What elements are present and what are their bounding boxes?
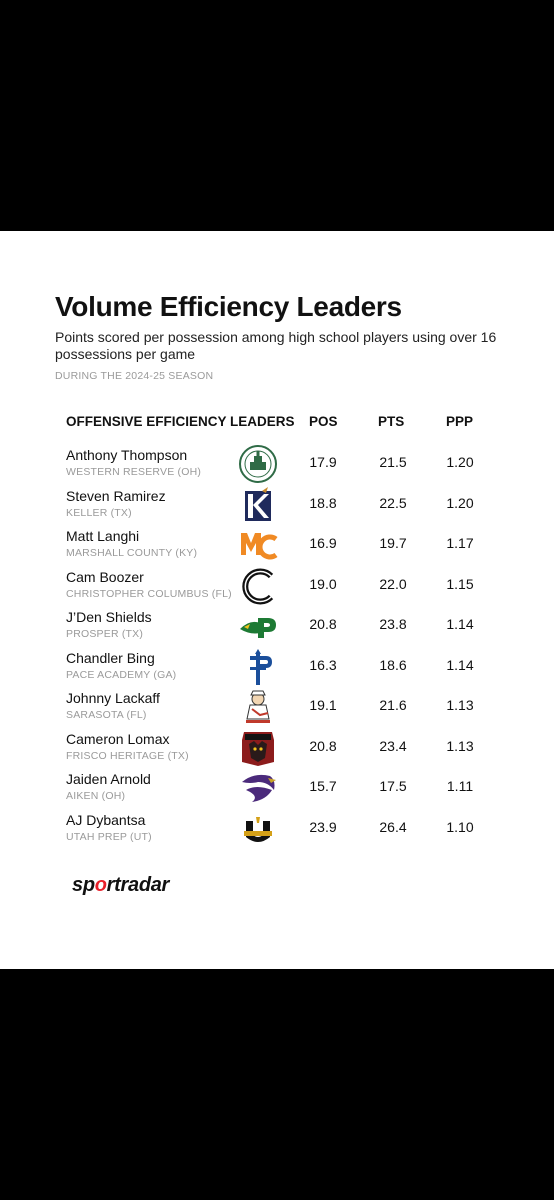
pos-value: 19.0	[309, 575, 337, 592]
sarasota-sailor-icon	[246, 690, 270, 723]
player-name: Steven Ramirez	[66, 487, 166, 504]
player-name: AJ Dybantsa	[66, 811, 146, 828]
column-header-pts: PTS	[378, 414, 405, 429]
school-name: PROSPER (TX)	[66, 628, 144, 640]
table-row: AJ Dybantsa UTAH PREP (UT) 23.9 26.4 1.10	[0, 808, 554, 848]
ppp-value: 1.13	[446, 737, 474, 754]
player-name: Anthony Thompson	[66, 447, 188, 463]
table-row: Johnny Lackaff SARASOTA (FL) 19.1 21.6 1.13	[0, 686, 554, 726]
sportradar-logo: sportradar	[72, 874, 170, 896]
player-name: Johnny Lackaff	[66, 690, 160, 706]
table-row: Cameron Lomax FRISCO HERITAGE (TX) 20.8 23.…	[0, 727, 554, 767]
pts-value: 19.7	[379, 535, 407, 551]
player-name: Jaiden Arnold	[66, 771, 151, 787]
ppp-value: 1.14	[446, 616, 474, 632]
table-row: Jaiden Arnold AIKEN (OH) 15.7 17.5 1.11	[0, 767, 554, 807]
player-name: Cam Boozer	[66, 568, 144, 585]
aiken-falcon-icon	[242, 774, 276, 802]
ppp-value: 1.14	[446, 656, 474, 673]
prosper-eagle-p-icon	[240, 618, 276, 638]
table-row: Anthony Thompson WESTERN RESERVE (OH) 17.9…	[0, 443, 554, 483]
player-name: Cameron Lomax	[66, 730, 170, 747]
school-name: WESTERN RESERVE (OH)	[66, 466, 202, 478]
column-header-pos: POS	[309, 414, 338, 429]
pos-value: 20.8	[309, 737, 337, 754]
leaders-card: Volume Efficiency Leaders Points scored …	[0, 231, 554, 969]
player-name: Matt Langhi	[66, 528, 140, 544]
pos-value: 15.7	[309, 778, 337, 794]
pos-value: 23.9	[309, 818, 337, 835]
season-note: DURING THE 2024-25 SEASON	[55, 370, 214, 382]
ppp-value: 1.20	[446, 454, 474, 470]
ppp-value: 1.15	[446, 575, 474, 592]
ppp-value: 1.11	[446, 778, 474, 794]
pos-value: 16.9	[309, 535, 337, 551]
pos-value: 20.8	[309, 616, 337, 632]
pts-value: 21.5	[379, 454, 407, 470]
table-row: J’Den Shields PROSPER (TX) 20.8 23.8 1.14	[0, 605, 554, 645]
table-row: Cam Boozer CHRISTOPHER COLUMBUS (FL) 19.0 2…	[0, 565, 554, 605]
school-name: CHRISTOPHER COLUMBUS (FL)	[66, 587, 232, 600]
pts-value: 17.5	[379, 778, 407, 794]
pts-value: 21.6	[379, 697, 407, 713]
school-name: AIKEN (OH)	[66, 790, 126, 802]
school-name: SARASOTA (FL)	[66, 709, 147, 721]
chart-title: Volume Efficiency Leaders	[55, 291, 402, 322]
school-name: FRISCO HERITAGE (TX)	[66, 749, 189, 762]
ppp-value: 1.20	[446, 494, 474, 511]
ppp-value: 1.13	[446, 697, 474, 713]
pts-value: 22.5	[379, 494, 407, 511]
player-name: Chandler Bing	[66, 649, 155, 666]
school-name: KELLER (TX)	[66, 506, 132, 519]
column-header-ppp: PPP	[446, 414, 474, 429]
player-name: J’Den Shields	[66, 609, 152, 625]
school-name: UTAH PREP (UT)	[66, 830, 152, 843]
pace-p-icon	[250, 648, 272, 685]
school-name: PACE ACADEMY (GA)	[66, 668, 177, 681]
table-row: Matt Langhi MARSHALL COUNTY (KY) 16.9 19.7 1…	[0, 524, 554, 564]
column-header-leaders: OFFENSIVE EFFICIENCY LEADERS	[66, 414, 295, 429]
heritage-coyote-icon	[242, 731, 274, 766]
table-header: OFFENSIVE EFFICIENCY LEADERS POS PTS PPP	[0, 414, 554, 434]
western-reserve-seal-icon	[239, 445, 277, 483]
pos-value: 18.8	[309, 494, 337, 511]
marshall-county-mc-icon	[241, 533, 278, 560]
pos-value: 16.3	[309, 656, 337, 673]
keller-k-icon	[245, 486, 271, 521]
pts-value: 23.4	[379, 737, 407, 754]
utah-prep-u-icon	[244, 816, 272, 842]
ppp-value: 1.10	[446, 818, 474, 835]
table-row: Chandler Bing PACE ACADEMY (GA) 16.3 18.6 1.…	[0, 646, 554, 686]
table-row: Steven Ramirez KELLER (TX) 18.8 22.5 1.20	[0, 484, 554, 524]
columbus-c-icon	[242, 568, 274, 604]
school-name: MARSHALL COUNTY (KY)	[66, 547, 198, 559]
pts-value: 22.0	[379, 575, 407, 592]
chart-subtitle: Points scored per possession among high …	[55, 329, 497, 362]
pos-value: 17.9	[309, 454, 337, 470]
pos-value: 19.1	[309, 697, 337, 713]
ppp-value: 1.17	[446, 535, 474, 551]
pts-value: 18.6	[379, 656, 407, 673]
pts-value: 26.4	[379, 818, 407, 835]
pts-value: 23.8	[379, 616, 407, 632]
